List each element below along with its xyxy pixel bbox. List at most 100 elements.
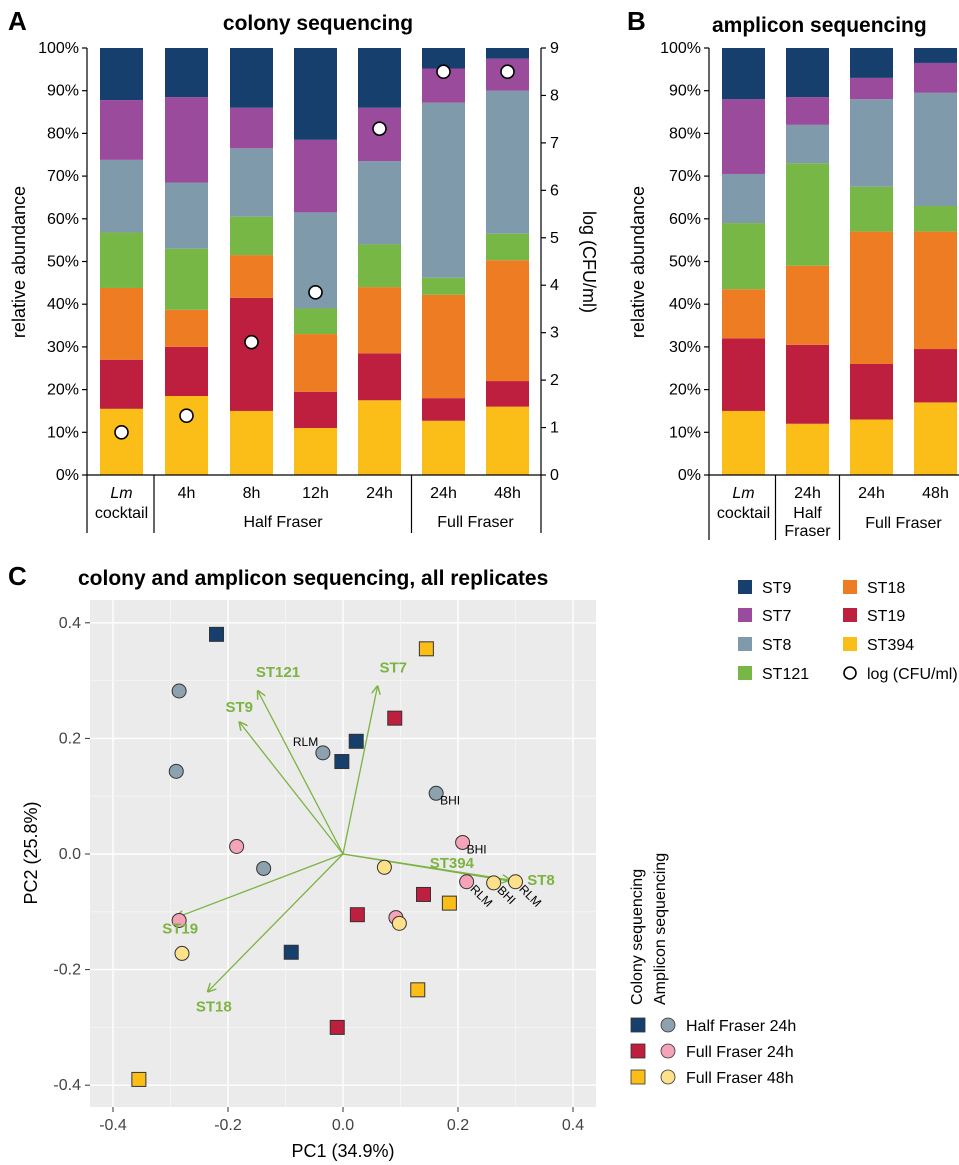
y-tick-label: 100% [660,40,701,57]
bar-segment-st18 [294,334,337,392]
bar-segment-st18 [165,309,208,347]
bar-segment-st121 [722,223,765,290]
y-tick-label: 70% [47,168,79,185]
scatter-circle-hf [428,785,444,801]
x-tick-label: 0.2 [447,1117,469,1134]
legend-amplicon-title: Amplicon sequencing [652,853,669,1005]
cfu-point [244,334,259,350]
group-label: Full Fraser [865,515,942,532]
right-tick-label: 5 [550,230,559,247]
right-tick-label: 0 [550,467,559,484]
category-prefix-label: Lm [110,485,132,502]
bar-segment-st394 [914,402,957,475]
category-label: 4h [178,485,196,502]
legend-swatch-st8 [738,637,752,651]
category-label: 24h [366,485,393,502]
legend-label: ST394 [867,637,914,654]
bar-segment-st394 [422,420,465,475]
bar-segment-st9 [230,48,273,108]
scatter-square-ff48 [441,895,457,911]
category-label: 24h [430,485,457,502]
strain-legend: ST9 ST18 ST7 ST19 ST8 ST394 ST121 log (CFU/ml) [738,580,958,683]
panel-c: C colony and amplicon sequencing, all re… [8,561,596,1161]
bar-segment-st19 [786,344,829,424]
y-tick-label: 60% [47,211,79,228]
panel-b-title: amplicon sequencing [712,14,927,37]
y-tick-label: 0.2 [59,730,81,747]
bar-segment-st7 [165,97,208,183]
panel-c-xlabel: PC1 (34.9%) [291,1141,394,1161]
legend-label: ST121 [762,666,809,683]
panel-b: B amplicon sequencing relative abundance… [627,6,959,540]
loading-label-st8: ST8 [527,872,555,889]
bar-segment-st18 [358,287,401,354]
y-tick-label: 20% [669,382,701,399]
bar-segment-st8 [165,182,208,249]
point-label: RLM [293,735,318,749]
legend-swatch-st121 [738,666,752,680]
bar-segment-st9 [722,48,765,100]
panel-a-letter: A [8,6,27,36]
point-label: BHI [467,842,487,856]
bar-segment-st7 [914,62,957,93]
scatter-circle-hf [168,763,184,779]
panel-c-ylabel: PC2 (25.8%) [21,801,41,904]
right-tick-label: 3 [550,325,559,342]
scatter-square-hf [209,626,224,642]
legend-swatch-st7 [738,608,752,622]
y-tick-label: 40% [669,296,701,313]
y-tick-label: 70% [669,168,701,185]
bar-segment-st18 [722,289,765,339]
bar-segment-st121 [486,233,529,261]
category-label: 24h [858,485,885,502]
category-label: 48h [494,485,521,502]
x-tick-label: -0.2 [214,1117,242,1134]
right-tick-label: 2 [550,372,559,389]
y-tick-label: 80% [47,125,79,142]
legend-group-label: Full Fraser 48h [686,1070,794,1087]
x-tick-label: -0.4 [99,1117,127,1134]
category-label: 8h [243,485,261,502]
bar-segment-st121 [358,244,401,288]
method-legend: Colony sequencing Amplicon sequencing Ha… [629,853,796,1087]
loading-arrow-st9 [240,722,344,855]
right-tick-label: 4 [550,277,559,294]
scatter-square-ff24 [329,1019,345,1035]
loading-label-st7: ST7 [380,659,408,676]
x-tick-label: 0.4 [562,1117,584,1134]
bar-segment-st7 [294,139,337,213]
bar-segment-st394 [850,419,893,475]
right-tick-label: 8 [550,87,559,104]
right-tick-label: 1 [550,420,559,437]
y-tick-label: 90% [47,83,79,100]
bar-segment-st394 [722,410,765,475]
loading-label-st18: ST18 [196,999,232,1016]
legend-label: ST9 [762,580,791,597]
bar-segment-st8 [722,173,765,224]
bar-segment-st8 [914,92,957,206]
group-label: Half Fraser [243,514,323,531]
bar-segment-st7 [100,100,143,160]
legend-label: ST8 [762,637,791,654]
panel-a-ylabel-right: log (CFU/ml) [579,211,599,313]
bar-segment-st19 [850,363,893,420]
legend-cfu-icon [843,666,857,680]
bar-segment-st7 [850,77,893,100]
bar-segment-st121 [850,186,893,232]
group-label: Full Fraser [437,514,514,531]
y-tick-label: 0.0 [59,846,81,863]
scatter-square-ff24 [349,907,365,923]
x-tick-label: 0.0 [332,1117,354,1134]
bar-segment-st18 [914,231,957,350]
y-tick-label: 80% [669,125,701,142]
scatter-circle-hf [171,683,187,699]
bar-segment-st19 [358,353,401,401]
y-tick-label: 0.4 [59,615,81,632]
loading-label-st9: ST9 [226,699,254,716]
legend-circle-hf [660,1017,676,1033]
y-tick-label: 50% [669,254,701,271]
category-label: cocktail [717,505,770,522]
y-tick-label: 30% [47,339,79,356]
y-tick-label: 50% [47,254,79,271]
